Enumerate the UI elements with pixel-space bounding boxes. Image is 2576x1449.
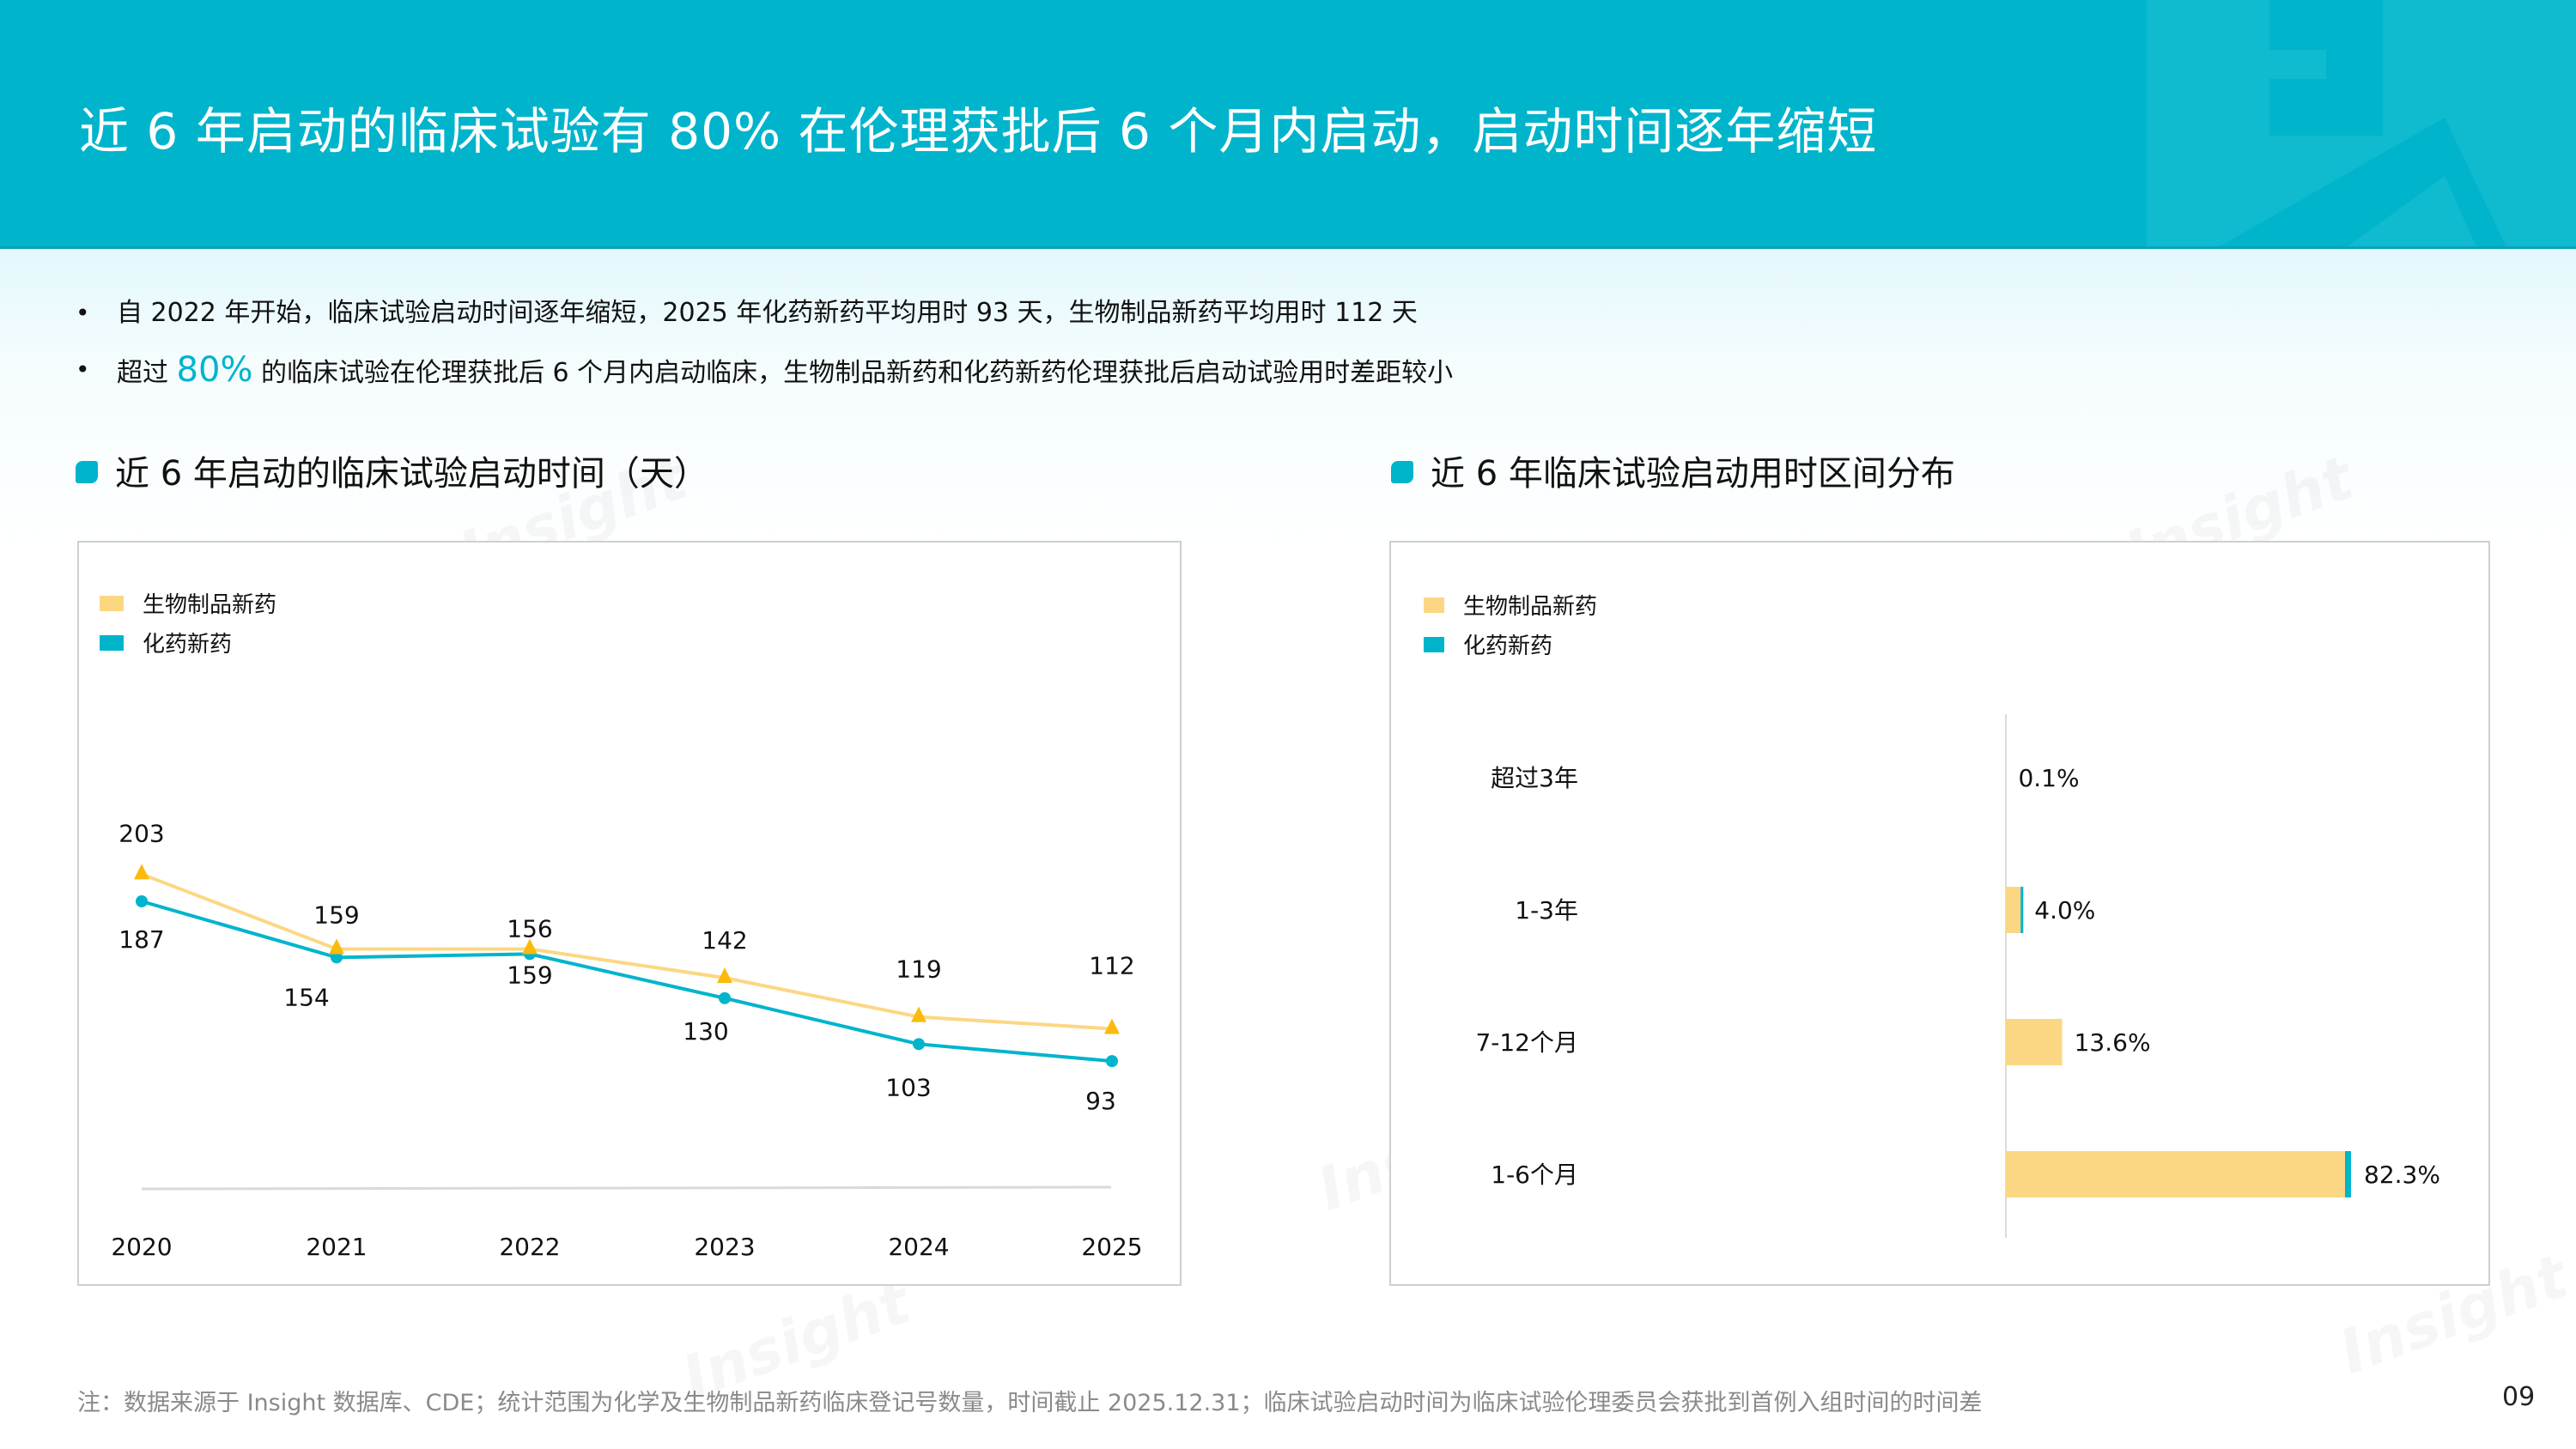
right-chart-title-text: 近 6 年临床试验启动用时区间分布: [1431, 454, 1955, 494]
data-point-chem: [136, 895, 148, 907]
data-point-chem: [719, 991, 731, 1004]
data-point-bio: [522, 938, 538, 955]
bar-bio: [2006, 1151, 2347, 1197]
left-chart-title-text: 近 6 年启动的临床试验启动时间（天）: [115, 454, 708, 494]
bullet-dot-icon: •: [76, 355, 90, 384]
category-label: 7-12个月: [1475, 1028, 1578, 1057]
data-label-bio: 142: [702, 926, 747, 955]
data-point-bio: [1104, 1018, 1120, 1034]
right-chart-title: 近 6 年临床试验启动用时区间分布: [1391, 448, 1955, 500]
legend-label: 生物制品新药: [143, 592, 277, 618]
data-label-chem: 93: [1085, 1087, 1116, 1115]
x-tick-label: 2020: [111, 1233, 172, 1261]
data-label-bio: 203: [118, 819, 164, 847]
x-tick-label: 2021: [306, 1233, 367, 1261]
line-chart: 2020 2021 2022 2023 2024 2025 203 159 159 142 119 1…: [111, 819, 1142, 1261]
bullet-dot-icon: •: [76, 299, 90, 327]
legend-label: 化药新药: [143, 632, 233, 658]
data-point-chem: [331, 951, 343, 964]
data-label-chem: 103: [885, 1073, 931, 1101]
legend-item-chem: 化药新药: [100, 625, 276, 664]
section-marker-icon: [1391, 461, 1413, 483]
legend-label: 生物制品新药: [1463, 594, 1598, 620]
bar-value-label: 0.1%: [2018, 764, 2079, 792]
header-banner: 近 6 年启动的临床试验有 80% 在伦理获批后 6 个月内启动，启动时间逐年缩…: [0, 0, 2576, 249]
bar-value-label: 13.6%: [2075, 1028, 2151, 1057]
legend-item-bio: 生物制品新药: [1424, 587, 1597, 627]
left-chart-title: 近 6 年启动的临床试验启动时间（天）: [76, 448, 708, 500]
bar-chart-legend: 生物制品新药 化药新药: [1424, 587, 1597, 666]
data-point-chem: [913, 1038, 925, 1051]
legend-item-bio: 生物制品新药: [100, 585, 276, 625]
bar-chem: [2345, 1151, 2351, 1197]
data-label-chem: 130: [683, 1017, 728, 1046]
legend-swatch-bio: [1424, 597, 1444, 613]
category-label: 1-3年: [1515, 896, 1578, 925]
section-marker-icon: [76, 461, 98, 483]
data-point-bio: [329, 938, 344, 955]
series-line-bio: [141, 872, 1113, 1031]
page-number: 09: [2502, 1382, 2536, 1412]
bullet-item: • 超过 80% 的临床试验在伦理获批后 6 个月内启动临床，生物制品新药和化药…: [76, 349, 1453, 405]
bullet-text-prefix: 超过: [117, 358, 177, 388]
data-label-bio: 112: [1089, 952, 1134, 980]
x-tick-label: 2022: [499, 1233, 560, 1261]
legend-swatch-chem: [100, 634, 124, 651]
series-line-chem: [141, 900, 1113, 1064]
bar-chem: [2020, 887, 2024, 933]
bullet-text: 自 2022 年开始，临床试验启动时间逐年缩短，2025 年化药新药平均用时 9…: [117, 298, 1418, 328]
data-label-chem: 187: [118, 925, 164, 954]
bar-value-label: 4.0%: [2034, 896, 2095, 925]
bar-chart-panel: 生物制品新药 化药新药 超过3年 0.1% 1-3年 4.0% 7-12个月 13.6% 1…: [1389, 541, 2490, 1286]
page-title: 近 6 年启动的临床试验有 80% 在伦理获批后 6 个月内启动，启动时间逐年缩…: [79, 102, 1878, 161]
bar-value-label: 82.3%: [2364, 1161, 2440, 1189]
line-chart-panel: 生物制品新药 化药新药 2020 2021 2022 2023 2024 2025 203 1…: [77, 541, 1182, 1286]
line-chart-legend: 生物制品新药 化药新药: [100, 585, 276, 664]
legend-swatch-bio: [100, 595, 124, 611]
data-label-bio: 159: [507, 961, 552, 989]
data-point-bio: [717, 967, 732, 984]
legend-swatch-chem: [1424, 636, 1444, 652]
bar-chart: 超过3年 0.1% 1-3年 4.0% 7-12个月 13.6% 1-6个月 82.3%: [1475, 714, 2440, 1238]
legend-label: 化药新药: [1463, 634, 1553, 659]
data-label-bio: 159: [313, 900, 359, 929]
data-point-bio: [911, 1006, 927, 1022]
legend-item-chem: 化药新药: [1424, 627, 1597, 666]
footnote: 注：数据来源于 Insight 数据库、CDE；统计范围为化学及生物制品新药临床…: [77, 1390, 1983, 1416]
bullet-text-suffix: 的临床试验在伦理获批后 6 个月内启动临床，生物制品新药和化药新药伦理获批后启动…: [252, 358, 1454, 388]
x-tick-label: 2025: [1081, 1233, 1142, 1261]
bar-bio: [2006, 887, 2023, 933]
summary-bullets: • 自 2022 年开始，临床试验启动时间逐年缩短，2025 年化药新药平均用时…: [76, 292, 1453, 405]
data-point-chem: [1106, 1055, 1118, 1068]
category-label: 超过3年: [1491, 764, 1578, 792]
bullet-item: • 自 2022 年开始，临床试验启动时间逐年缩短，2025 年化药新药平均用时…: [76, 292, 1453, 349]
category-label: 1-6个月: [1491, 1161, 1578, 1189]
bullet-highlight: 80%: [176, 350, 253, 390]
bar-bio: [2006, 1019, 2063, 1065]
data-point-bio: [134, 864, 149, 880]
x-axis-line: [141, 1185, 1112, 1191]
x-tick-label: 2023: [694, 1233, 755, 1261]
data-label-chem: 156: [507, 914, 552, 943]
logo-watermark-icon: [2147, 0, 2576, 246]
data-label-bio: 119: [896, 955, 941, 984]
data-label-chem: 154: [283, 983, 329, 1011]
x-tick-label: 2024: [888, 1233, 949, 1261]
